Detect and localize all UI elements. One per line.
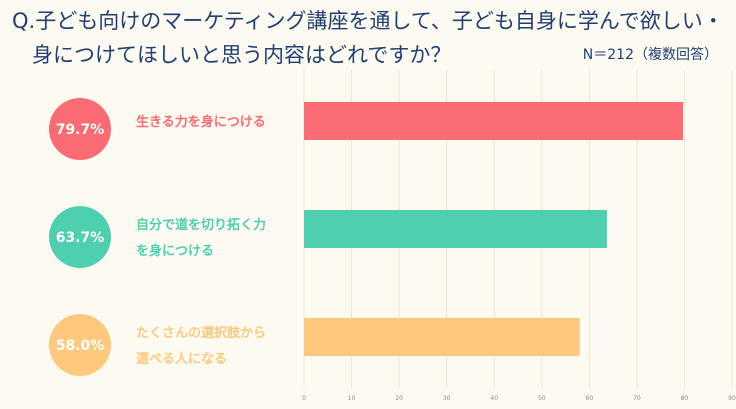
x-axis-ticks: 0 10 20 30 40 50 60 70 80 90	[302, 395, 736, 402]
title-line-2: 身につけてほしいと思う内容はどれですか？	[32, 43, 452, 67]
x-tick-label: 40	[490, 395, 498, 402]
category-label-3: 選べる人になる	[136, 351, 227, 367]
title-line-1: Q.子ども向けのマーケティング講座を通して、子ども自身に学んで欲しい・	[12, 9, 724, 33]
x-tick-label: 20	[395, 395, 403, 402]
x-tick-label: 80	[681, 395, 689, 402]
x-tick-label: 50	[538, 395, 546, 402]
x-tick-label: 60	[586, 395, 594, 402]
sample-size-note: N＝212（複数回答）	[582, 47, 718, 63]
bar-3	[304, 318, 580, 356]
category-label-2: 自分で道を切り拓く力	[136, 217, 266, 233]
bar-2	[304, 210, 607, 248]
value-badge-2	[49, 206, 111, 268]
category-label-2: を身につける	[136, 243, 214, 259]
x-tick-label: 90	[728, 395, 736, 402]
value-label-3: 58.0%	[56, 338, 105, 354]
chart-title: Q.子ども向けのマーケティング講座を通して、子ども自身に学んで欲しい・ 身につけ…	[12, 4, 724, 72]
x-tick-label: 10	[348, 395, 356, 402]
bars	[304, 102, 684, 356]
category-label-1: 生きる力を身につける	[136, 114, 266, 130]
x-tick-label: 30	[443, 395, 451, 402]
category-label-3: たくさんの選択肢から	[136, 325, 266, 341]
value-badge-1	[49, 98, 111, 160]
bar-1	[304, 102, 684, 140]
value-label-1: 79.7%	[56, 122, 105, 138]
value-badge-3	[49, 314, 111, 376]
x-tick-label: 70	[633, 395, 641, 402]
x-tick-label: 0	[302, 395, 306, 402]
value-label-2: 63.7%	[56, 230, 105, 246]
